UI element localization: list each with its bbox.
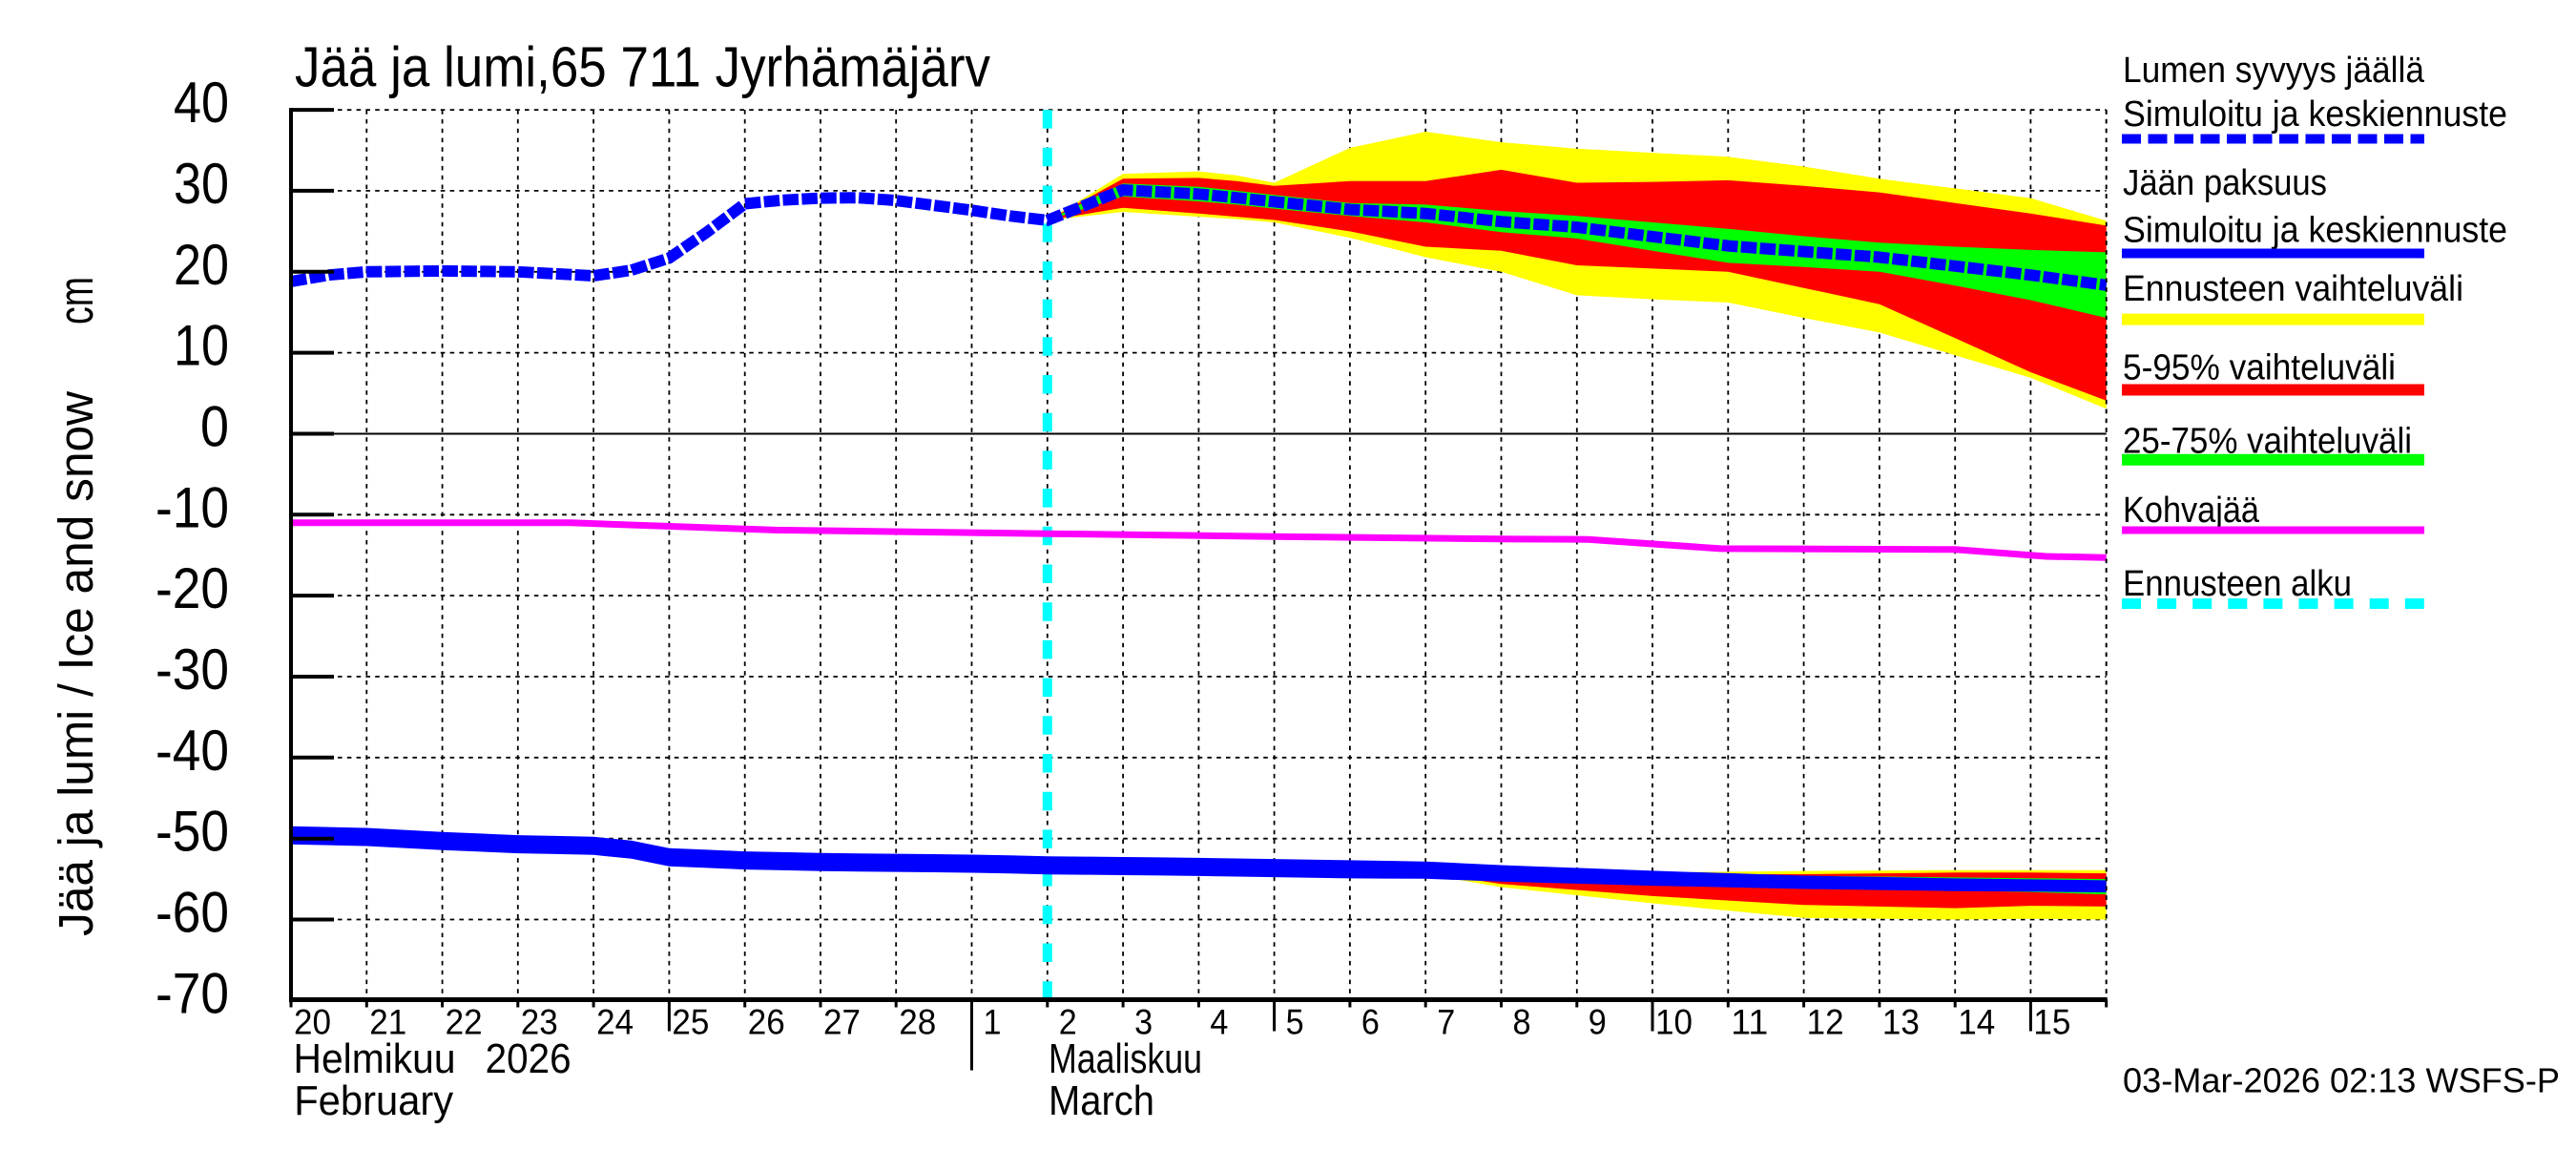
svg-text:8: 8 — [1513, 1003, 1531, 1042]
svg-text:22: 22 — [446, 1003, 483, 1042]
svg-text:11: 11 — [1731, 1003, 1768, 1042]
svg-text:Ennusteen alku: Ennusteen alku — [2123, 564, 2352, 604]
svg-text:40: 40 — [174, 71, 229, 135]
svg-text:20: 20 — [294, 1003, 331, 1042]
svg-text:4: 4 — [1210, 1003, 1228, 1042]
svg-text:24: 24 — [596, 1003, 634, 1042]
svg-text:Helmikuu: Helmikuu — [294, 1035, 456, 1082]
svg-text:27: 27 — [823, 1003, 861, 1042]
svg-text:5: 5 — [1286, 1003, 1304, 1042]
svg-text:Lumen syvyys jäällä: Lumen syvyys jäällä — [2123, 51, 2425, 91]
svg-text:Simuloitu ja keskiennuste: Simuloitu ja keskiennuste — [2123, 94, 2507, 135]
svg-text:03-Mar-2026 02:13 WSFS-P: 03-Mar-2026 02:13 WSFS-P — [2123, 1061, 2560, 1100]
svg-text:Ennusteen vaihteluväli: Ennusteen vaihteluväli — [2123, 269, 2463, 309]
svg-text:-50: -50 — [156, 800, 229, 864]
svg-text:21: 21 — [369, 1003, 406, 1042]
svg-text:10: 10 — [1655, 1003, 1693, 1042]
svg-text:0: 0 — [200, 395, 229, 459]
svg-text:15: 15 — [2033, 1003, 2070, 1042]
svg-text:2: 2 — [1059, 1003, 1077, 1042]
svg-text:-30: -30 — [156, 638, 229, 701]
svg-text:30: 30 — [174, 152, 229, 216]
svg-text:2026: 2026 — [486, 1035, 571, 1082]
svg-text:7: 7 — [1437, 1003, 1455, 1042]
svg-text:Maaliskuu: Maaliskuu — [1049, 1035, 1202, 1082]
svg-text:28: 28 — [899, 1003, 936, 1042]
svg-text:14: 14 — [1958, 1003, 1995, 1042]
svg-text:cm: cm — [49, 277, 103, 324]
svg-text:26: 26 — [748, 1003, 785, 1042]
svg-text:-10: -10 — [156, 475, 229, 539]
svg-text:25: 25 — [672, 1003, 709, 1042]
svg-text:February: February — [294, 1077, 453, 1124]
svg-text:10: 10 — [174, 314, 229, 378]
svg-text:Jään paksuus: Jään paksuus — [2123, 163, 2327, 203]
svg-text:-60: -60 — [156, 881, 229, 945]
svg-text:1: 1 — [984, 1003, 1002, 1042]
svg-text:Jää ja lumi,65 711 Jyrhämäjärv: Jää ja lumi,65 711 Jyrhämäjärv — [295, 36, 990, 99]
svg-text:5-95% vaihteluväli: 5-95% vaihteluväli — [2123, 348, 2396, 388]
svg-text:12: 12 — [1807, 1003, 1844, 1042]
svg-text:6: 6 — [1361, 1003, 1380, 1042]
svg-text:13: 13 — [1882, 1003, 1920, 1042]
svg-text:Kohvajää: Kohvajää — [2123, 491, 2260, 531]
svg-text:20: 20 — [174, 233, 229, 297]
svg-text:-20: -20 — [156, 556, 229, 620]
svg-text:3: 3 — [1134, 1003, 1153, 1042]
svg-text:-70: -70 — [156, 961, 229, 1025]
svg-text:23: 23 — [521, 1003, 558, 1042]
svg-text:9: 9 — [1589, 1003, 1607, 1042]
svg-text:-40: -40 — [156, 719, 229, 783]
svg-text:Simuloitu ja keskiennuste: Simuloitu ja keskiennuste — [2123, 211, 2507, 251]
svg-text:Jää ja lumi / Ice and snow: Jää ja lumi / Ice and snow — [49, 391, 103, 936]
svg-text:March: March — [1049, 1077, 1154, 1124]
